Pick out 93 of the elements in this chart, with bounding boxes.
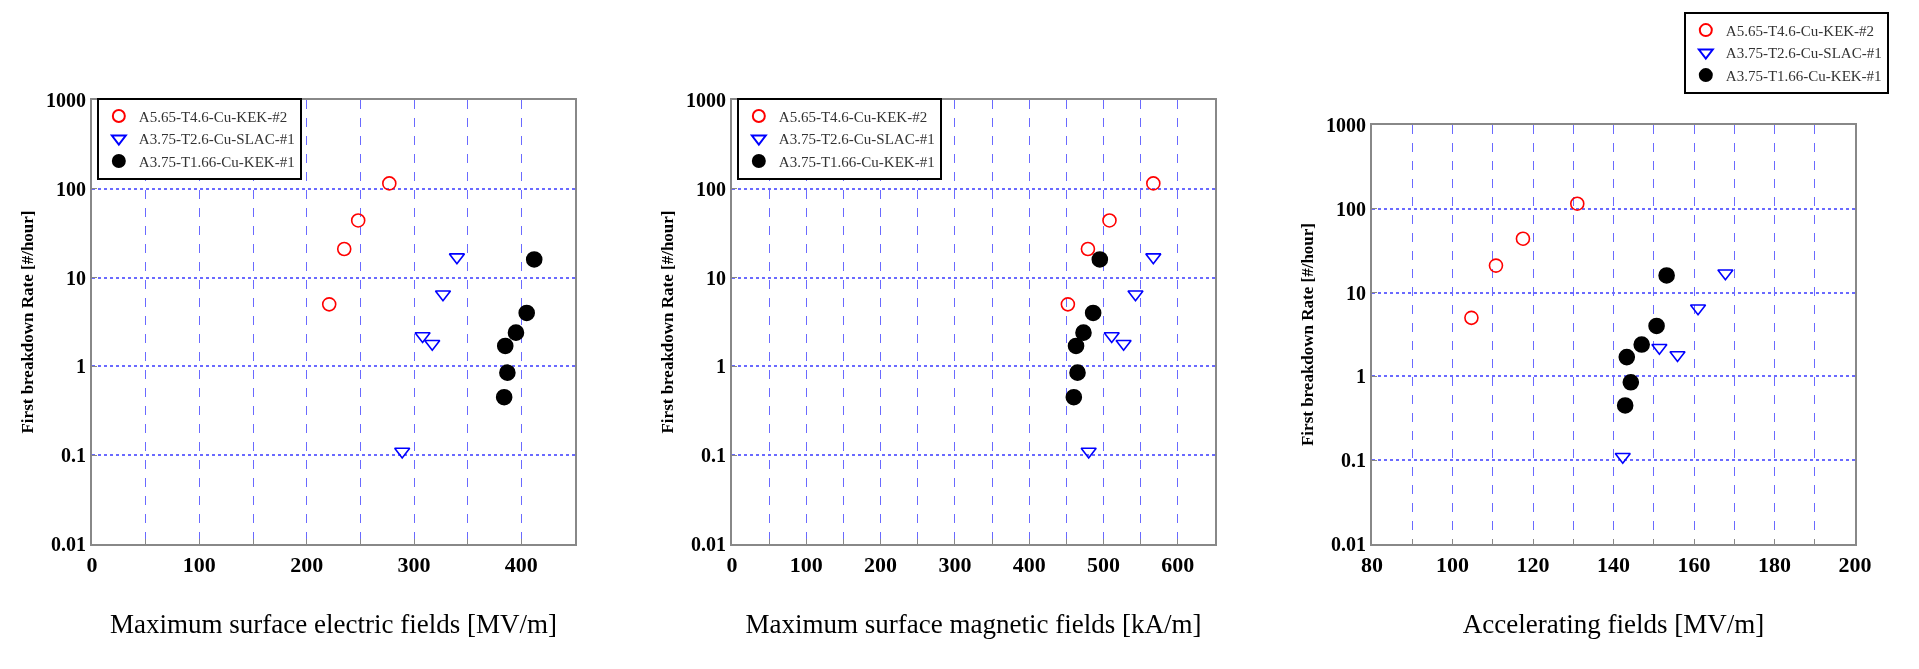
point bbox=[1080, 241, 1096, 257]
point bbox=[1658, 267, 1675, 284]
y-tick-label: 10 bbox=[1346, 281, 1366, 304]
point bbox=[1633, 336, 1650, 353]
y-tick-label: 0.1 bbox=[61, 444, 86, 467]
y-tick-label: 1 bbox=[76, 355, 86, 378]
y-tick-label: 1000 bbox=[686, 89, 726, 111]
y-tick-label: 1000 bbox=[46, 89, 86, 111]
x-axis-title: Maximum surface electric fields [MV/m] bbox=[110, 609, 557, 640]
point bbox=[1717, 269, 1734, 281]
legend-label: A3.75-T1.66-Cu-KEK-#1 bbox=[778, 153, 935, 170]
y-tick-label: 0.01 bbox=[1331, 533, 1366, 555]
point bbox=[507, 324, 525, 341]
x-tick-label: 200 bbox=[1838, 552, 1872, 578]
x-tick-label: 100 bbox=[789, 552, 823, 578]
y-axis-title: First breakdown Rate [#/hour] bbox=[1298, 222, 1318, 447]
y-tick-label: 1000 bbox=[1326, 114, 1366, 136]
point bbox=[1060, 297, 1076, 312]
legend-label: A3.75-T2.6-Cu-SLAC-#1 bbox=[138, 131, 295, 148]
legend-label: A3.75-T2.6-Cu-SLAC-#1 bbox=[1725, 45, 1882, 62]
point bbox=[1651, 343, 1668, 355]
x-tick-label: 300 bbox=[397, 552, 431, 578]
point bbox=[1065, 388, 1083, 406]
x-tick-label: 0 bbox=[86, 552, 98, 578]
x-tick-label: 300 bbox=[938, 552, 972, 578]
x-tick-label: 140 bbox=[1597, 552, 1630, 578]
point bbox=[1075, 324, 1092, 341]
point bbox=[1146, 176, 1161, 191]
point bbox=[499, 364, 516, 381]
point bbox=[336, 241, 352, 257]
point bbox=[1488, 258, 1504, 273]
point bbox=[321, 297, 337, 312]
point bbox=[382, 176, 397, 191]
point bbox=[1091, 251, 1109, 268]
x-tick-label: 400 bbox=[1012, 552, 1046, 578]
legend-label: A3.75-T2.6-Cu-SLAC-#1 bbox=[778, 131, 935, 148]
x-tick-label: 200 bbox=[290, 552, 324, 578]
x-tick-label: 200 bbox=[864, 552, 898, 578]
point bbox=[1622, 374, 1640, 391]
point bbox=[1569, 196, 1585, 211]
x-tick-label: 400 bbox=[504, 552, 538, 578]
x-tick-label: 100 bbox=[1436, 552, 1469, 578]
point bbox=[496, 337, 514, 355]
point bbox=[1127, 290, 1144, 302]
x-tick-label: 500 bbox=[1087, 552, 1121, 578]
legend-label: A5.65-T4.6-Cu-KEK-#2 bbox=[138, 108, 288, 125]
point bbox=[1669, 350, 1686, 363]
x-tick-label: 160 bbox=[1677, 552, 1711, 578]
y-tick-label: 0.1 bbox=[1341, 449, 1366, 472]
y-tick-label: 10 bbox=[706, 266, 726, 289]
point bbox=[350, 213, 366, 228]
point bbox=[1515, 231, 1531, 246]
x-axis-title: Maximum surface magnetic fields [kA/m] bbox=[745, 609, 1202, 640]
y-tick-label: 0.01 bbox=[51, 533, 86, 555]
point bbox=[1618, 348, 1636, 366]
y-axis-title: First breakdown Rate [#/hour] bbox=[658, 210, 678, 434]
x-tick-label: 180 bbox=[1758, 552, 1791, 578]
x-tick-label: 100 bbox=[182, 552, 216, 578]
y-axis-title: First breakdown Rate [#/hour] bbox=[18, 210, 38, 434]
x-tick-label: 120 bbox=[1516, 552, 1550, 578]
legend-label: A5.65-T4.6-Cu-KEK-#2 bbox=[778, 108, 928, 125]
point bbox=[1616, 397, 1634, 414]
y-tick-label: 10 bbox=[66, 266, 86, 289]
point bbox=[1464, 310, 1479, 326]
legend-label: A3.75-T1.66-Cu-KEK-#1 bbox=[1725, 67, 1882, 84]
y-tick-label: 100 bbox=[696, 177, 726, 200]
y-tick-label: 100 bbox=[1336, 197, 1366, 220]
x-tick-label: 0 bbox=[726, 552, 738, 578]
point bbox=[414, 331, 431, 344]
point bbox=[1648, 317, 1665, 335]
point bbox=[1069, 364, 1086, 381]
y-tick-label: 0.1 bbox=[701, 444, 726, 467]
point bbox=[525, 251, 543, 268]
point bbox=[1080, 447, 1097, 459]
point bbox=[518, 304, 535, 322]
point bbox=[1145, 253, 1162, 265]
legend-label: A5.65-T4.6-Cu-KEK-#2 bbox=[1725, 22, 1875, 39]
y-tick-label: 1 bbox=[1356, 365, 1366, 388]
point bbox=[1067, 337, 1085, 355]
point bbox=[1102, 213, 1117, 228]
point bbox=[423, 339, 441, 352]
x-tick-label: 600 bbox=[1161, 552, 1195, 578]
point bbox=[1103, 331, 1121, 344]
point bbox=[1084, 304, 1102, 322]
x-axis-title: Accelerating fields [MV/m] bbox=[1462, 609, 1765, 640]
y-tick-label: 1 bbox=[716, 355, 726, 378]
point bbox=[1614, 452, 1632, 465]
y-tick-label: 0.01 bbox=[691, 533, 726, 555]
y-tick-label: 100 bbox=[56, 177, 86, 200]
point bbox=[1115, 339, 1132, 352]
point bbox=[495, 388, 513, 406]
legend-label: A3.75-T1.66-Cu-KEK-#1 bbox=[138, 153, 295, 170]
x-tick-label: 80 bbox=[1361, 552, 1383, 578]
